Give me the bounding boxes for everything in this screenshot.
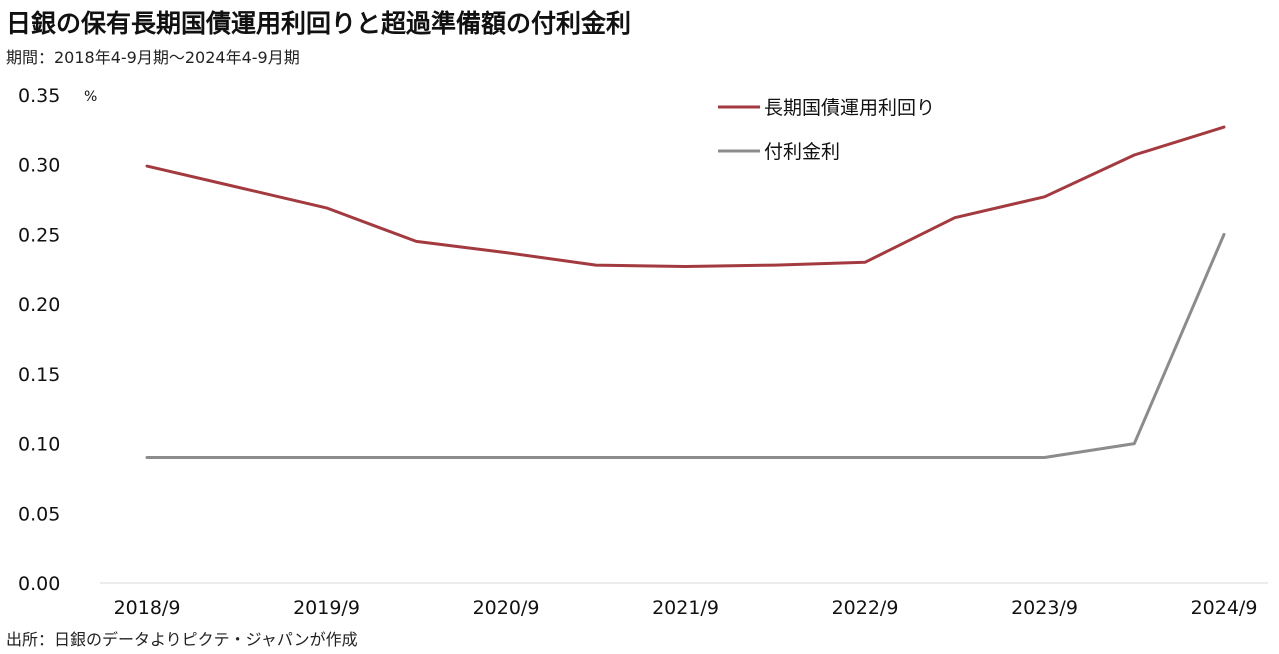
x-tick-label: 2023/9 bbox=[1011, 597, 1078, 619]
y-tick-label: 0.20 bbox=[18, 294, 60, 316]
series-line-1 bbox=[145, 125, 1226, 268]
y-tick-label: 0.30 bbox=[18, 155, 60, 177]
y-tick-label: 0.00 bbox=[18, 573, 60, 595]
x-tick-label: 2024/9 bbox=[1191, 597, 1258, 619]
y-unit-label: % bbox=[84, 89, 97, 105]
source-note: 出所：日銀のデータよりピクテ・ジャパンが作成 bbox=[6, 630, 358, 649]
legend-label: 付利金利 bbox=[764, 141, 840, 163]
series-line-2 bbox=[145, 232, 1226, 459]
chart-subtitle: 期間：2018年4-9月期～2024年4-9月期 bbox=[6, 48, 300, 67]
y-axis: 0.00 0.05 0.10 0.15 0.20 0.25 0.30 0.35% bbox=[18, 85, 97, 595]
y-tick-label: 0.35 bbox=[18, 85, 60, 107]
y-tick-label: 0.15 bbox=[18, 364, 60, 386]
x-tick-label: 2021/9 bbox=[652, 597, 719, 619]
x-tick-label: 2018/9 bbox=[114, 597, 181, 619]
x-tick-label: 2019/9 bbox=[293, 597, 360, 619]
y-tick-label: 0.25 bbox=[18, 224, 60, 246]
series-layer bbox=[145, 125, 1226, 459]
x-axis: 2018/9 2019/9 2020/9 2021/9 2022/9 2023/9 2024… bbox=[100, 582, 1268, 619]
x-tick-label: 2020/9 bbox=[473, 597, 540, 619]
chart-title: 日銀の保有長期国債運用利回りと超過準備額の付利金利 bbox=[6, 9, 632, 38]
legend-label: 長期国債運用利回り bbox=[764, 97, 935, 119]
y-tick-label: 0.05 bbox=[18, 503, 60, 525]
y-tick-label: 0.10 bbox=[18, 434, 60, 456]
x-tick-label: 2022/9 bbox=[832, 597, 899, 619]
